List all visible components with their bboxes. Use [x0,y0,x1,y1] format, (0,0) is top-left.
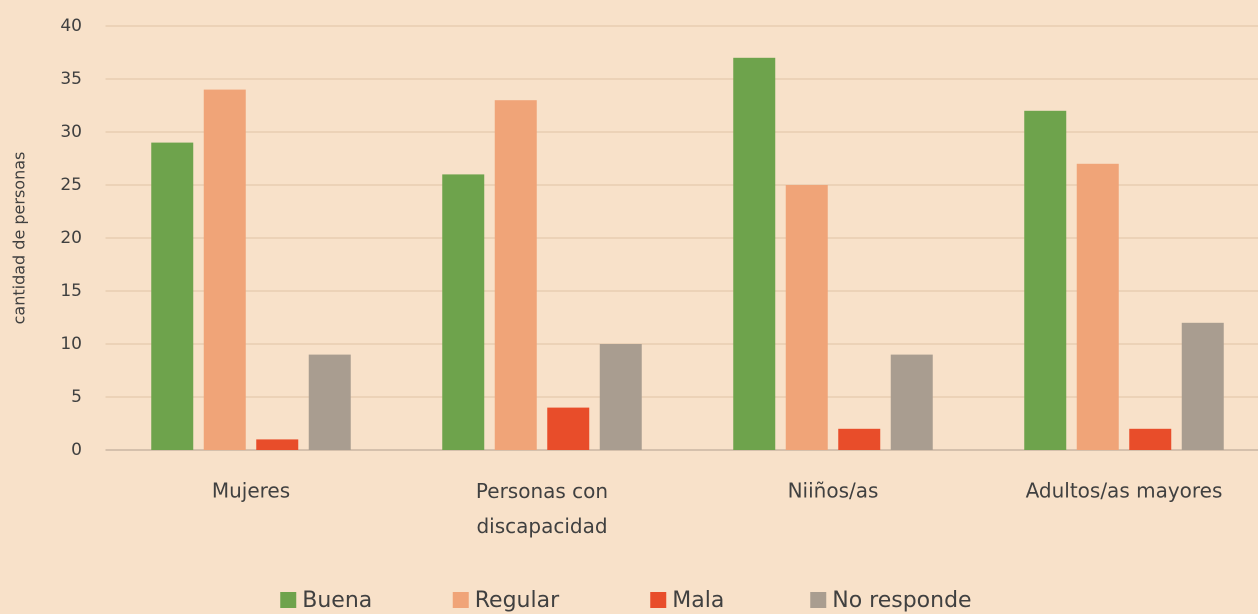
y-tick-label: 10 [60,334,82,354]
x-tick-label: Niiños/as [788,479,879,503]
y-tick-label: 30 [60,122,82,142]
bar [785,185,828,450]
y-tick-label: 20 [60,228,82,248]
bar [599,344,642,450]
legend-swatch [452,592,469,608]
bar [308,354,351,450]
legend-label: Regular [475,588,560,613]
bar [1181,322,1224,450]
bar [1129,428,1172,450]
bar [547,407,590,450]
bar [733,57,776,451]
bar [203,89,246,450]
bar [442,174,485,450]
bar [1024,110,1067,451]
x-tick-label: Mujeres [212,479,290,503]
bar [494,100,537,450]
bar [890,354,933,450]
y-tick-label: 5 [71,387,82,407]
legend-label: Mala [672,588,724,613]
legend-swatch [280,592,297,608]
y-tick-label: 0 [71,440,82,460]
y-tick-label: 15 [60,281,82,301]
x-tick-label: Adultos/as mayores [1026,479,1223,503]
y-tick-label: 25 [60,175,82,195]
bar [1076,163,1119,451]
y-axis-label: cantidad de personas [10,152,29,325]
bar [256,439,299,450]
legend-swatch [650,592,667,608]
y-tick-label: 35 [60,69,82,89]
bar [838,428,881,450]
legend-swatch [810,592,827,608]
legend-label: Buena [302,588,372,613]
legend-label: No responde [832,588,971,613]
x-tick-label: Personas con discapacidad [476,479,608,538]
bar [151,142,194,450]
y-tick-label: 40 [60,16,82,36]
